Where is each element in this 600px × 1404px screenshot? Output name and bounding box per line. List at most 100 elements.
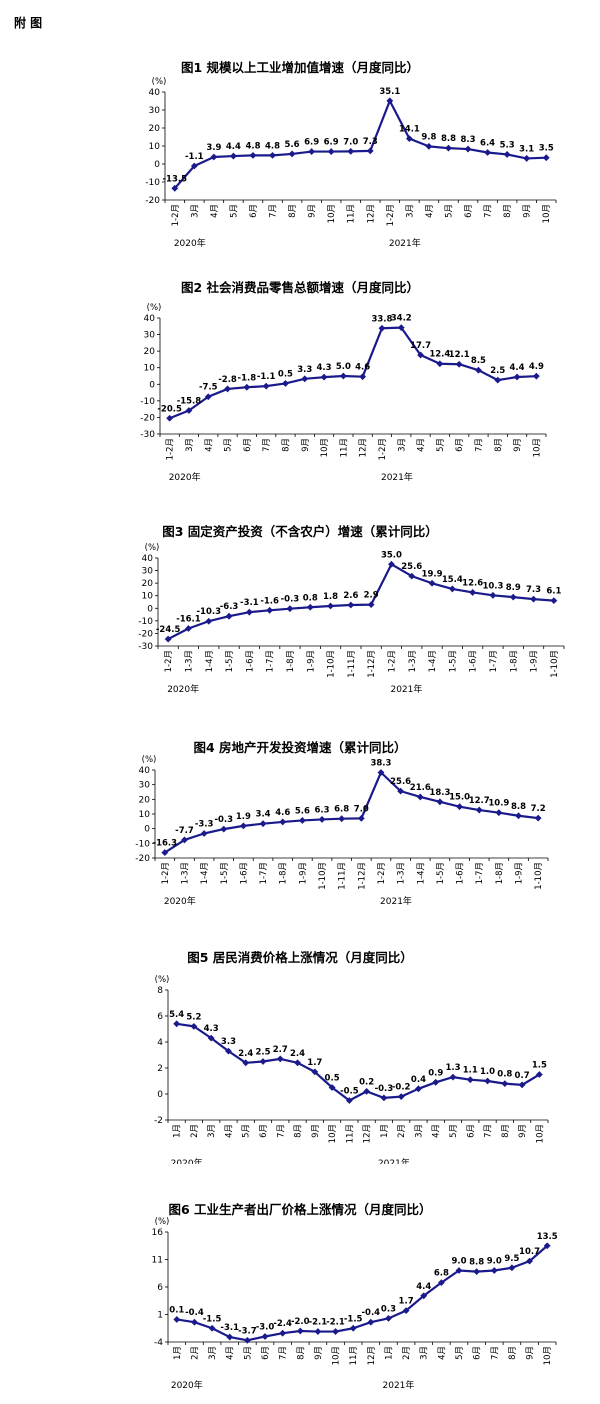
data-label: 38.3 — [370, 758, 391, 768]
y-tick-label: -20 — [138, 629, 153, 639]
data-label: 1.3 — [445, 1063, 460, 1073]
year-label: 2021年 — [390, 683, 422, 695]
data-point-marker — [166, 414, 174, 422]
data-label: 4.9 — [529, 362, 544, 372]
data-label: -16.3 — [153, 839, 178, 849]
data-label: -15.8 — [177, 396, 202, 406]
x-tick-label: 5月 — [242, 1124, 252, 1138]
data-label: -2.1 — [309, 1318, 328, 1328]
data-label: 0.7 — [515, 1071, 530, 1081]
data-label: 4.8 — [265, 141, 280, 151]
x-tick-label: 1-5月 — [220, 862, 230, 884]
y-tick-label: 0 — [157, 1090, 163, 1100]
x-tick-label: 10月 — [332, 1346, 342, 1365]
x-tick-label: 5月 — [455, 1346, 465, 1360]
x-tick-label: 10月 — [535, 1124, 545, 1143]
data-point-marker — [405, 135, 413, 143]
data-label: 9.0 — [487, 1257, 502, 1267]
x-tick-label: 1-2月 — [386, 204, 396, 226]
data-label: 5.0 — [336, 362, 351, 372]
data-label: 4.8 — [245, 141, 260, 151]
data-label: -0.4 — [362, 1308, 381, 1318]
x-tick-label: 1月 — [173, 1124, 183, 1138]
x-tick-label: 1-2月 — [387, 650, 397, 672]
data-label: -24.5 — [156, 625, 181, 635]
data-label: 0.9 — [428, 1068, 443, 1078]
data-label: 33.8 — [371, 314, 392, 324]
y-axis-unit: (%) — [155, 1217, 170, 1227]
data-point-marker — [367, 601, 375, 609]
x-tick-label: 9月 — [523, 204, 533, 218]
chart-title: 图2 社会消费品零售总额增速（月度同比） — [181, 280, 419, 295]
x-tick-label: 8月 — [494, 438, 504, 452]
data-point-marker — [484, 1077, 491, 1085]
x-tick-label: 1-2月 — [378, 438, 388, 460]
data-point-marker — [200, 830, 208, 837]
data-label: 15.0 — [449, 793, 470, 803]
data-point-marker — [503, 151, 511, 158]
data-label: -3.1 — [240, 598, 259, 608]
data-point-marker — [276, 1055, 284, 1063]
x-tick-label: 5月 — [229, 204, 239, 218]
x-tick-label: 10月 — [327, 204, 337, 223]
data-label: 4.6 — [275, 808, 290, 818]
x-tick-label: 7月 — [474, 438, 484, 452]
x-tick-label: 1-5月 — [448, 650, 458, 672]
data-point-marker — [259, 820, 267, 828]
x-tick-label: 2月 — [190, 1124, 200, 1138]
data-point-marker — [436, 360, 444, 368]
data-label: 35.1 — [379, 87, 400, 97]
y-tick-label: 30 — [139, 781, 151, 791]
y-tick-label: 30 — [149, 106, 161, 116]
data-label: -1.1 — [185, 152, 204, 162]
x-tick-label: 7月 — [269, 204, 279, 218]
data-label: 2.4 — [290, 1049, 305, 1059]
data-label: 10.3 — [482, 581, 503, 591]
y-tick-label: -20 — [135, 854, 150, 864]
data-point-marker — [428, 579, 436, 587]
x-tick-label: 1-7月 — [475, 862, 485, 884]
x-tick-label: 1-9月 — [306, 650, 316, 672]
y-tick-label: -20 — [145, 196, 160, 206]
y-tick-label: 0 — [149, 380, 155, 390]
data-point-marker — [378, 324, 386, 332]
data-point-marker — [259, 1058, 267, 1065]
x-tick-label: 9月 — [314, 1346, 324, 1360]
data-label: -2.1 — [326, 1318, 345, 1328]
data-label: 5.4 — [169, 1010, 184, 1020]
data-label: 25.6 — [401, 562, 422, 572]
data-point-marker — [243, 1336, 251, 1344]
data-point-marker — [311, 1068, 319, 1076]
data-point-marker — [448, 585, 456, 593]
y-tick-label: 10 — [142, 592, 154, 602]
x-tick-label: 1-8月 — [509, 650, 519, 672]
x-tick-label: 1-4月 — [428, 650, 438, 672]
data-label: -0.2 — [392, 1083, 411, 1093]
data-point-marker — [367, 1318, 375, 1326]
x-tick-label: 1-8月 — [286, 650, 296, 672]
y-tick-label: 30 — [144, 331, 156, 341]
x-tick-label: 8月 — [281, 438, 291, 452]
data-point-marker — [388, 560, 395, 568]
y-tick-label: -10 — [145, 178, 160, 188]
data-point-marker — [185, 407, 193, 414]
x-tick-label: 1-7月 — [259, 862, 269, 884]
x-tick-label: 1-5月 — [225, 650, 235, 672]
data-label: 2.4 — [238, 1049, 253, 1059]
data-point-marker — [190, 162, 198, 170]
data-label: 6.8 — [334, 805, 349, 815]
y-tick-label: -10 — [138, 617, 153, 627]
data-label: -16.1 — [176, 615, 201, 625]
y-tick-label: -2 — [154, 1116, 163, 1126]
year-label: 2021年 — [389, 237, 421, 249]
data-label: -0.3 — [281, 595, 300, 605]
data-point-marker — [339, 372, 347, 380]
x-tick-label: 3月 — [420, 1346, 430, 1360]
data-label: 7.2 — [531, 804, 546, 814]
x-tick-label: 1-10月 — [534, 862, 544, 890]
y-tick-label: 10 — [144, 364, 156, 374]
data-label: 0.4 — [411, 1075, 426, 1085]
data-point-marker — [416, 793, 424, 801]
data-label: 1.0 — [480, 1067, 495, 1077]
data-label: 0.1 — [169, 1305, 184, 1315]
